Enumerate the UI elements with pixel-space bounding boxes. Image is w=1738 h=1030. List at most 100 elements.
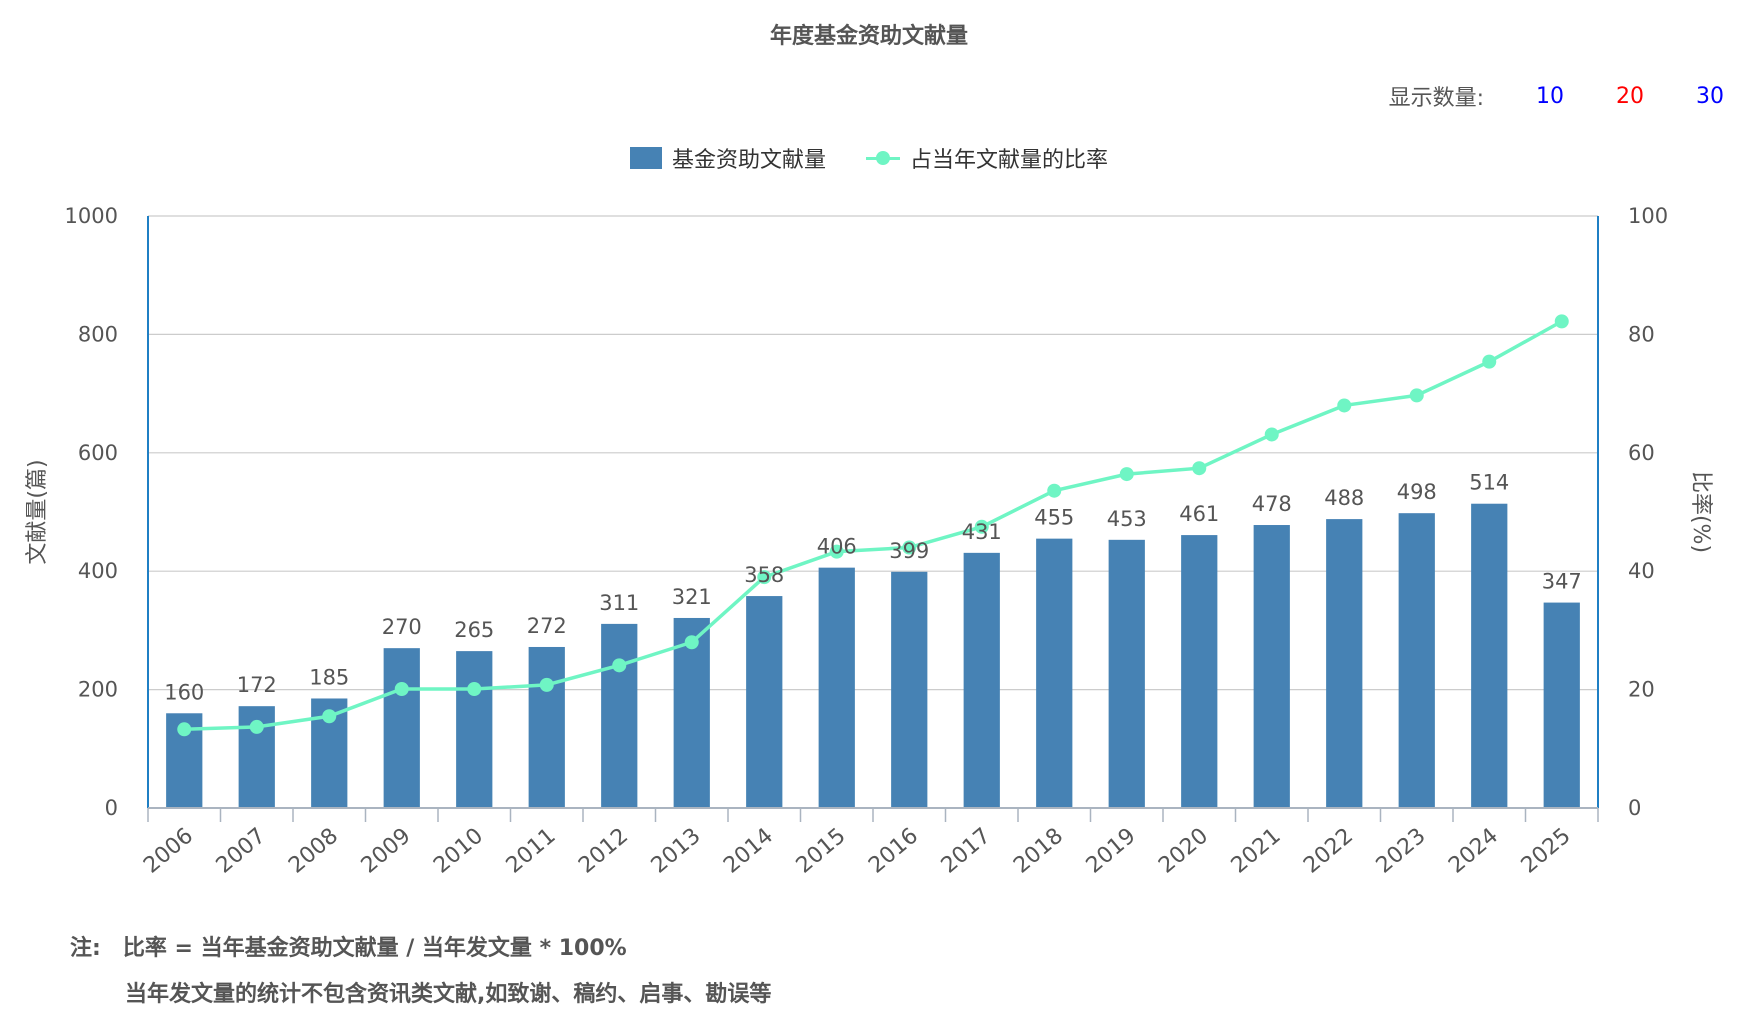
bar[interactable] xyxy=(1108,539,1145,808)
y-axis-label-left: 文献量(篇) xyxy=(25,459,50,564)
bar[interactable] xyxy=(818,567,855,808)
display-count-option-20[interactable]: 20 xyxy=(1616,83,1644,109)
bar[interactable] xyxy=(1543,602,1580,808)
ratio-point[interactable] xyxy=(684,635,699,650)
ratio-point[interactable] xyxy=(1337,398,1352,413)
x-tick-label: 2024 xyxy=(1444,823,1503,878)
ratio-point[interactable] xyxy=(249,719,264,734)
x-tick-label: 2018 xyxy=(1009,823,1068,878)
ratio-point[interactable] xyxy=(902,540,917,555)
x-tick-label: 2022 xyxy=(1299,823,1358,878)
bar[interactable] xyxy=(891,571,928,808)
ratio-point[interactable] xyxy=(757,570,772,585)
y-axis-label-right: 比率(%) xyxy=(1688,471,1713,553)
x-tick-label: 2010 xyxy=(429,823,488,878)
ratio-line xyxy=(184,319,1563,732)
y-tick-label-left: 600 xyxy=(78,441,118,465)
bar[interactable] xyxy=(383,648,420,808)
y-tick-label-left: 800 xyxy=(78,322,118,346)
bar-value-label: 399 xyxy=(889,539,929,563)
bar[interactable] xyxy=(456,651,493,808)
x-tick-label: 2021 xyxy=(1227,823,1286,878)
ratio-point[interactable] xyxy=(1554,314,1569,329)
note-text-1: 比率 = 当年基金资助文献量 / 当年发文量 * 100% xyxy=(122,936,627,961)
bar-value-label: 160 xyxy=(164,680,204,704)
y-tick-label-right: 100 xyxy=(1628,204,1668,228)
bar-value-label: 347 xyxy=(1542,570,1582,594)
x-tick-label: 2012 xyxy=(574,823,633,878)
chart-title: 年度基金资助文献量 xyxy=(769,24,968,49)
bar-value-label: 498 xyxy=(1397,480,1437,504)
ratio-point[interactable] xyxy=(1047,483,1062,498)
x-tick-label: 2019 xyxy=(1082,823,1141,878)
bar[interactable] xyxy=(528,646,565,808)
ratio-point[interactable] xyxy=(612,658,627,673)
bar-value-label: 265 xyxy=(454,618,494,642)
bar-value-label: 461 xyxy=(1179,502,1219,526)
bar-value-label: 272 xyxy=(527,614,567,638)
display-count-option-30[interactable]: 30 xyxy=(1696,83,1724,109)
bar-value-label: 358 xyxy=(744,563,784,587)
legend-item-line-series[interactable]: 占当年文献量的比率 xyxy=(866,142,1108,174)
grid-lines xyxy=(148,215,1598,691)
ratio-point[interactable] xyxy=(1192,461,1207,476)
x-tick-label: 2013 xyxy=(647,823,706,878)
bar-value-label: 455 xyxy=(1034,506,1074,530)
legend-line-swatch xyxy=(866,147,900,169)
x-tick-label: 2020 xyxy=(1154,823,1213,878)
bar[interactable] xyxy=(1181,535,1218,808)
y-tick-label-left: 400 xyxy=(78,559,118,583)
bar[interactable] xyxy=(1471,503,1508,808)
ratio-point[interactable] xyxy=(467,682,482,697)
bar[interactable] xyxy=(1326,519,1363,808)
bar-value-label: 488 xyxy=(1324,486,1364,510)
ratio-point[interactable] xyxy=(539,677,554,692)
note-line-2: 当年发文量的统计不包含资讯类文献,如致谢、稿约、启事、勘误等 xyxy=(125,982,772,1007)
y-tick-label-left: 0 xyxy=(105,796,118,820)
x-tick-label: 2014 xyxy=(719,823,778,878)
x-tick-label: 2016 xyxy=(864,823,923,878)
ratio-point[interactable] xyxy=(1119,467,1134,482)
x-tick-label: 2009 xyxy=(357,823,416,878)
y-tick-label-left: 200 xyxy=(78,678,118,702)
y-tick-label-right: 60 xyxy=(1628,441,1655,465)
legend-item-bar-series[interactable]: 基金资助文献量 xyxy=(629,142,826,174)
display-count-label: 显示数量: xyxy=(1388,86,1484,111)
bar-value-label: 478 xyxy=(1252,492,1292,516)
x-tick-label: 2017 xyxy=(937,823,996,878)
y-tick-label-right: 80 xyxy=(1628,322,1655,346)
bar[interactable] xyxy=(1036,538,1073,808)
bar[interactable] xyxy=(601,623,638,808)
ratio-point[interactable] xyxy=(1409,388,1424,403)
bar-value-label: 431 xyxy=(962,520,1002,544)
display-count-selector: 显示数量: 10 20 30 xyxy=(1389,80,1724,112)
bar[interactable] xyxy=(746,596,783,808)
x-tick-label: 2025 xyxy=(1517,823,1576,878)
bar-value-label: 453 xyxy=(1107,507,1147,531)
ratio-point[interactable] xyxy=(829,544,844,559)
x-tick-label: 2007 xyxy=(212,823,271,878)
display-count-option-10[interactable]: 10 xyxy=(1536,83,1564,109)
ratio-point[interactable] xyxy=(394,682,409,697)
bar-value-label: 406 xyxy=(817,535,857,559)
ratio-point[interactable] xyxy=(974,519,989,534)
bar[interactable] xyxy=(673,617,710,808)
bar-value-label: 270 xyxy=(382,615,422,639)
bar-series xyxy=(166,503,1580,808)
y-tick-label-right: 0 xyxy=(1628,796,1641,820)
y-tick-label-left: 1000 xyxy=(65,204,118,228)
ratio-point[interactable] xyxy=(1264,427,1279,442)
x-tick-label: 2015 xyxy=(792,823,851,878)
bar[interactable] xyxy=(1253,525,1290,808)
x-tick-label: 2011 xyxy=(502,823,561,878)
bar[interactable] xyxy=(963,552,1000,808)
bar-value-label: 321 xyxy=(672,585,712,609)
x-tick-label: 2006 xyxy=(139,823,198,878)
bar[interactable] xyxy=(1398,513,1435,808)
ratio-point[interactable] xyxy=(1482,354,1497,369)
legend-bar-label: 基金资助文献量 xyxy=(671,148,826,173)
legend-line-label: 占当年文献量的比率 xyxy=(910,148,1109,173)
ratio-point[interactable] xyxy=(322,709,337,724)
ratio-point[interactable] xyxy=(177,722,192,737)
